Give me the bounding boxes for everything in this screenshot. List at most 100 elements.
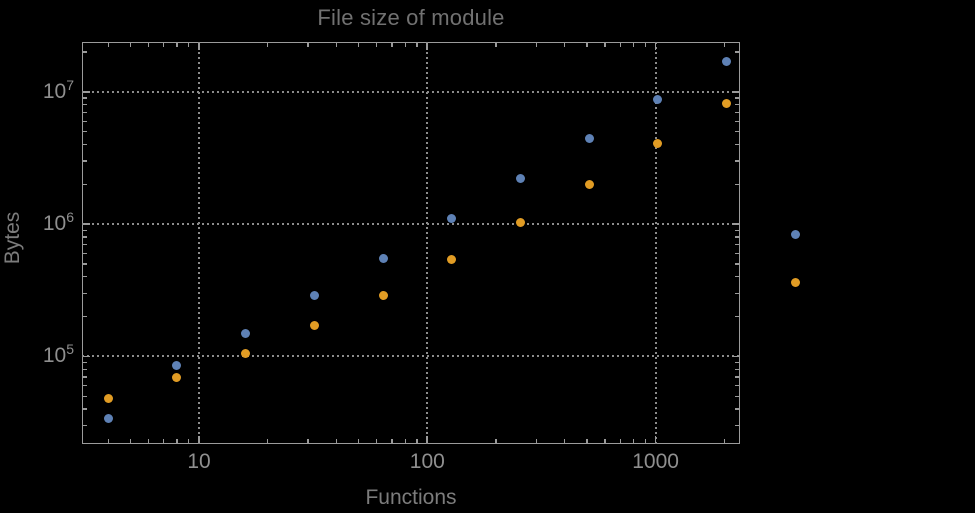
tick-mark-right <box>735 236 739 238</box>
tick-mark-top <box>376 43 378 47</box>
tick-mark-top <box>564 43 566 47</box>
tick-mark-bottom <box>376 439 378 443</box>
tick-mark-left <box>83 130 87 133</box>
tick-mark-top <box>129 43 131 47</box>
data-point-blue-series <box>790 230 800 240</box>
tick-mark-right <box>732 90 739 93</box>
tick-mark-left <box>83 103 87 106</box>
tick-mark-bottom <box>187 439 190 443</box>
tick-mark-bottom <box>198 436 200 443</box>
tick-mark-top <box>604 43 606 47</box>
tick-mark-left <box>83 236 87 238</box>
tick-mark-left <box>83 292 87 294</box>
tick-mark-bottom <box>176 439 178 443</box>
data-point-blue-series <box>584 134 594 144</box>
chart-title: File size of module <box>317 5 505 30</box>
tick-mark-top <box>335 43 338 47</box>
tick-mark-right <box>735 385 739 387</box>
tick-mark-top <box>586 43 588 47</box>
tick-mark-right <box>735 183 739 185</box>
data-point-orange-series <box>447 255 457 264</box>
tick-mark-bottom <box>147 439 149 443</box>
tick-mark-left <box>83 424 87 427</box>
tick-mark-top <box>723 43 725 47</box>
y-tick-label: 106 <box>42 209 74 236</box>
plot-frame <box>82 42 740 444</box>
tick-mark-bottom <box>267 439 269 443</box>
tick-mark-top <box>495 43 497 47</box>
tick-mark-top <box>357 43 360 47</box>
tick-mark-left <box>83 263 87 265</box>
tick-mark-bottom <box>107 439 109 443</box>
data-point-orange-series <box>790 278 800 288</box>
tick-mark-left <box>83 376 87 378</box>
tick-mark-top <box>404 43 406 47</box>
tick-mark-bottom <box>644 439 646 443</box>
tick-mark-left <box>83 252 87 255</box>
tick-mark-left <box>83 160 87 162</box>
tick-mark-bottom <box>619 439 621 443</box>
tick-mark-bottom <box>307 439 309 443</box>
tick-mark-right <box>732 223 739 225</box>
tick-mark-bottom <box>604 439 606 443</box>
tick-mark-top <box>147 43 149 47</box>
tick-mark-bottom <box>416 439 418 443</box>
data-point-orange-series <box>653 138 663 148</box>
tick-mark-bottom <box>632 439 635 443</box>
tick-mark-top <box>176 43 178 47</box>
tick-mark-bottom <box>129 439 131 443</box>
tick-mark-right <box>735 368 739 370</box>
tick-mark-top <box>391 43 393 47</box>
tick-mark-bottom <box>335 439 338 443</box>
tick-mark-top <box>307 43 309 47</box>
tick-mark-top <box>162 43 165 47</box>
tick-mark-left <box>83 315 87 318</box>
tick-mark-left <box>83 111 87 113</box>
x-tick-label: 10 <box>187 450 211 473</box>
tick-mark-bottom <box>564 439 566 443</box>
tick-mark-left <box>83 243 87 246</box>
tick-mark-top <box>267 43 269 47</box>
tick-mark-left <box>83 361 87 364</box>
tick-mark-left <box>83 276 87 278</box>
tick-mark-right <box>735 424 739 427</box>
data-point-blue-series <box>447 214 457 224</box>
data-point-orange-series <box>516 217 525 227</box>
tick-mark-left <box>83 183 87 185</box>
tick-mark-left <box>83 90 90 93</box>
tick-mark-right <box>735 376 739 378</box>
y-tick-label: 107 <box>42 76 74 103</box>
tick-mark-left <box>83 51 87 53</box>
tick-mark-right <box>735 361 739 364</box>
tick-mark-bottom <box>723 439 725 443</box>
tick-mark-top <box>632 43 635 47</box>
tick-mark-right <box>735 111 739 113</box>
tick-mark-right <box>735 120 739 122</box>
tick-mark-right <box>735 51 739 53</box>
tick-mark-bottom <box>586 439 588 443</box>
tick-mark-right <box>735 292 739 294</box>
x-tick-label: 100 <box>409 450 445 473</box>
tick-mark-bottom <box>495 439 497 443</box>
y-axis-label: Bytes <box>1 211 24 265</box>
tick-mark-right <box>735 143 739 146</box>
tick-mark-right <box>735 160 739 162</box>
data-point-orange-series <box>241 349 251 359</box>
tick-mark-left <box>83 368 87 370</box>
tick-mark-right <box>735 229 739 231</box>
tick-mark-top <box>535 43 537 47</box>
tick-mark-left <box>83 385 87 387</box>
tick-mark-left <box>83 395 87 397</box>
tick-mark-left <box>83 408 87 410</box>
data-point-blue-series <box>103 413 113 423</box>
y-tick-label: 105 <box>42 341 74 368</box>
tick-mark-top <box>654 43 657 50</box>
tick-mark-left <box>83 355 90 358</box>
tick-mark-right <box>735 395 739 397</box>
data-point-orange-series <box>172 373 182 383</box>
tick-mark-top <box>644 43 646 47</box>
tick-mark-bottom <box>404 439 406 443</box>
tick-mark-left <box>83 120 87 122</box>
tick-mark-left <box>83 223 90 225</box>
